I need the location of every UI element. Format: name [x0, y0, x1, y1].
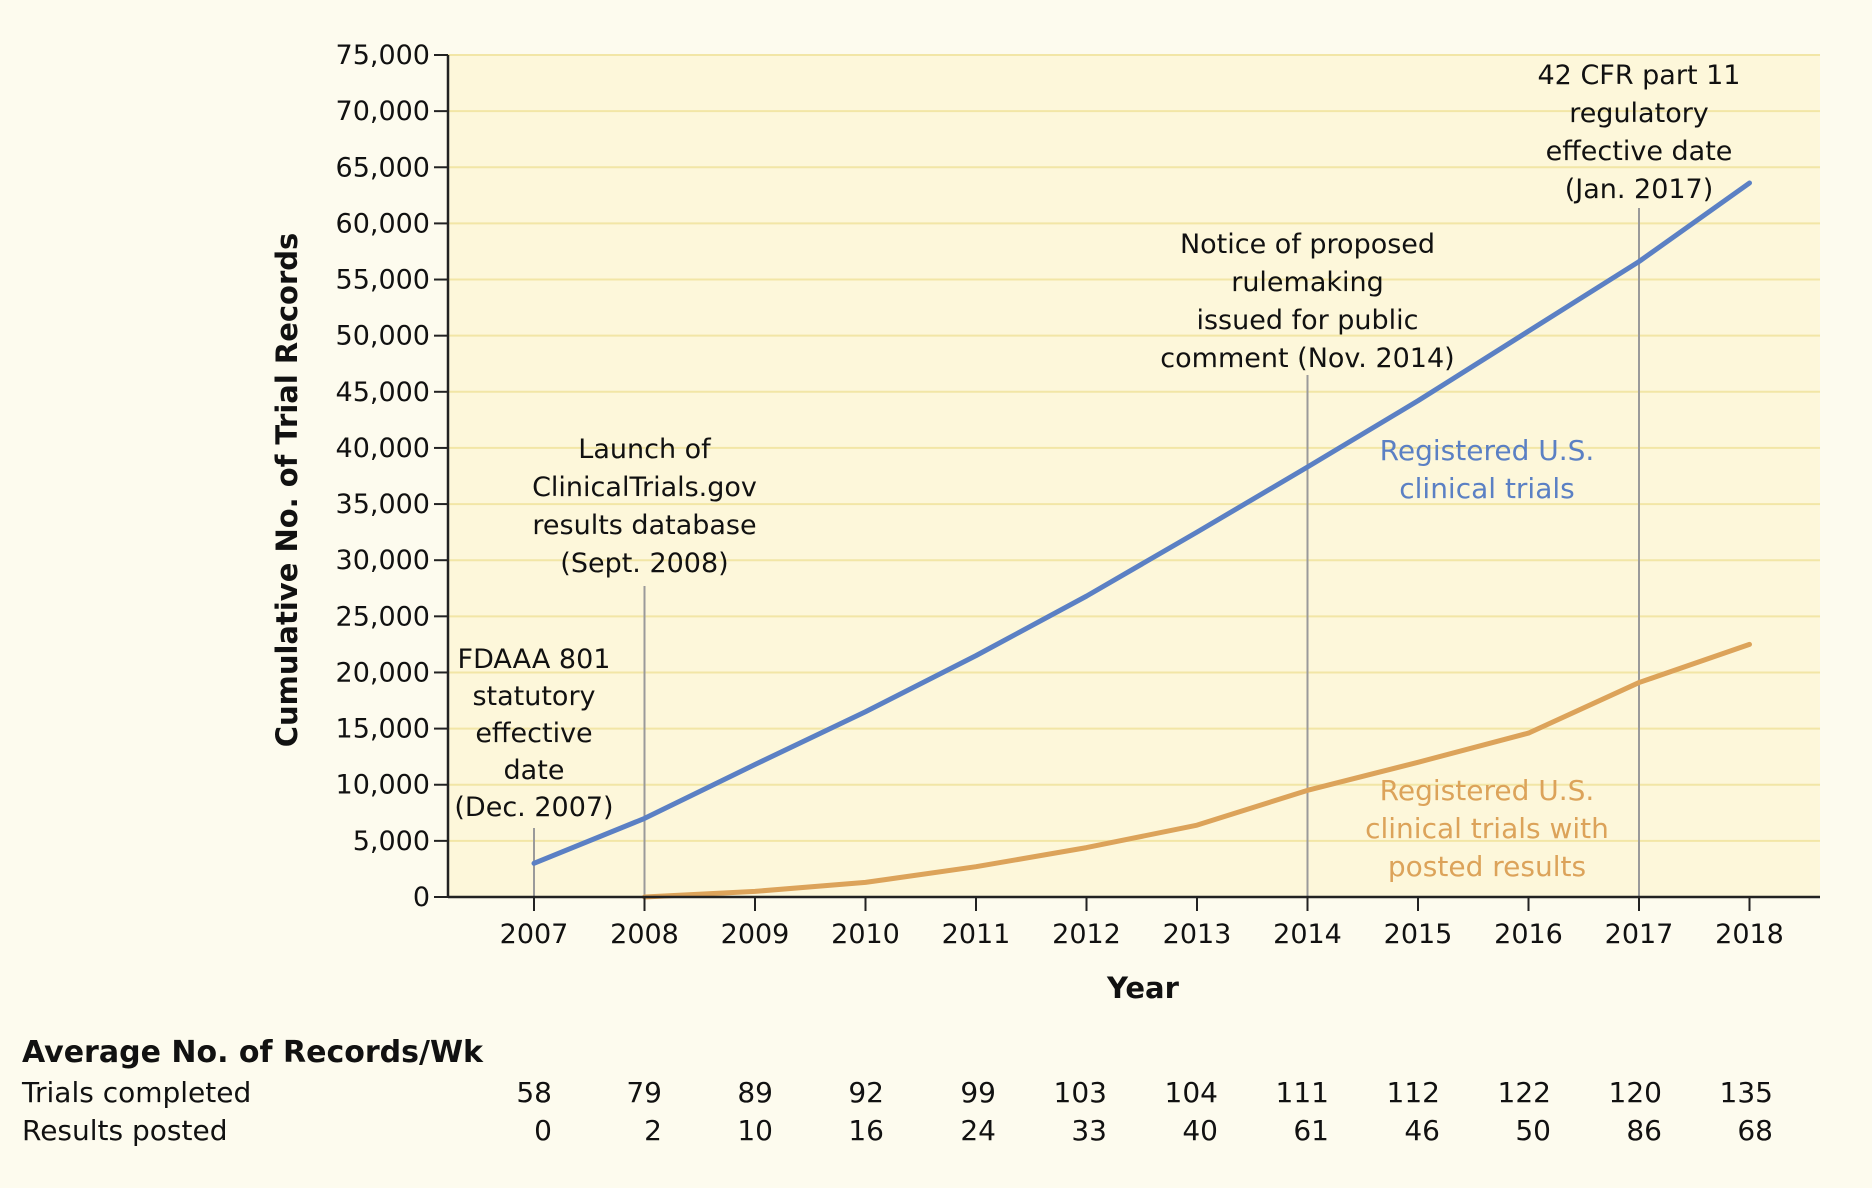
table-cell: 89 [737, 1076, 773, 1109]
y-tick-label: 75,000 [336, 40, 430, 71]
table-cell: 58 [516, 1076, 552, 1109]
annotation-text: 42 CFR part 11 regulatory effective date (J… [1538, 60, 1741, 205]
y-tick-label: 10,000 [336, 770, 430, 801]
y-tick-label: 35,000 [336, 489, 430, 520]
table-cell: 104 [1165, 1076, 1218, 1109]
table-cell: 103 [1054, 1076, 1107, 1109]
plot-background [448, 55, 1820, 897]
table-cell: 79 [626, 1076, 662, 1109]
table-cell: 68 [1737, 1114, 1773, 1147]
table-title: Average No. of Records/Wk [22, 1035, 484, 1070]
series-labels: Registered U.S. clinical trialsRegistered… [1365, 434, 1609, 883]
annotation-text: Notice of proposed rulemaking issued for p… [1160, 229, 1454, 374]
annotation-line-text: date [504, 755, 565, 786]
gridlines [448, 54, 1820, 842]
series-label-line: Registered U.S. [1380, 774, 1595, 807]
table-cell: 33 [1071, 1114, 1107, 1147]
series-label: Registered U.S. clinical trials with poste… [1365, 774, 1609, 883]
x-tick-label: 2014 [1273, 919, 1342, 950]
table-cell: 61 [1293, 1114, 1329, 1147]
x-tick-label: 2012 [1052, 919, 1121, 950]
table-cell: 99 [960, 1076, 996, 1109]
table-cell: 120 [1609, 1076, 1662, 1109]
series-label-line: posted results [1388, 850, 1586, 883]
table-cell: 46 [1404, 1114, 1440, 1147]
y-tick-label: 0 [413, 882, 430, 913]
y-tick-label: 65,000 [336, 152, 430, 183]
x-tick-label: 2011 [942, 919, 1011, 950]
x-tick-label: 2010 [831, 919, 900, 950]
series-label: Registered U.S. clinical trials [1380, 434, 1595, 505]
annotation-line-text: (Sept. 2008) [560, 548, 728, 579]
table-cell: 40 [1182, 1114, 1218, 1147]
x-tick-label: 2016 [1494, 919, 1563, 950]
annotations: FDAAA 801 statutory effective date (Dec. 200… [454, 60, 1740, 823]
annotation-text: Launch of ClinicalTrials.gov results datab… [532, 434, 757, 579]
annotation-line-text: Notice of proposed [1180, 229, 1435, 260]
table-cell: 112 [1387, 1076, 1440, 1109]
x-tick-label: 2015 [1384, 919, 1453, 950]
series-lines [531, 180, 1752, 900]
table-cell: 50 [1515, 1114, 1551, 1147]
annotation-line-text: comment (Nov. 2014) [1160, 343, 1454, 374]
table-cell: 24 [960, 1114, 996, 1147]
annotation-line-text: (Dec. 2007) [454, 792, 613, 823]
table-cell: 111 [1276, 1076, 1329, 1109]
x-tick-label: 2009 [721, 919, 790, 950]
annotation-line-text: FDAAA 801 [458, 644, 611, 675]
y-tick-label: 20,000 [336, 657, 430, 688]
y-tick-label: 15,000 [336, 714, 430, 745]
annotation-line-text: effective date [1546, 136, 1733, 167]
table-cell: 0 [534, 1114, 552, 1147]
table-cell: 86 [1626, 1114, 1662, 1147]
y-tick-label: 50,000 [336, 321, 430, 352]
y-tick-label: 30,000 [336, 545, 430, 576]
table-cell: 135 [1720, 1076, 1773, 1109]
y-tick-label: 5,000 [353, 826, 430, 857]
series-label-line: clinical trials with [1365, 812, 1609, 845]
annotation-line-text: results database [532, 510, 756, 541]
records-per-week-table: Average No. of Records/Wk Trials complet… [21, 1035, 1773, 1147]
y-tick-label: 70,000 [336, 96, 430, 127]
table-cell: 92 [848, 1076, 884, 1109]
axes: 0 5,000 10,000 15,000 20,000 25,000 30,000 35,0… [336, 40, 1820, 950]
table-cell: 16 [848, 1114, 884, 1147]
annotation-line-text: (Jan. 2017) [1565, 174, 1714, 205]
x-tick-label: 2013 [1163, 919, 1232, 950]
annotation-line-text: effective [475, 718, 592, 749]
y-tick-label: 45,000 [336, 377, 430, 408]
annotation-line-text: issued for public [1196, 305, 1418, 336]
annotation-line-text: ClinicalTrials.gov [532, 472, 757, 503]
table-cell: 2 [644, 1114, 662, 1147]
y-axis-title: Cumulative No. of Trial Records [270, 233, 304, 748]
series-line [531, 180, 1752, 866]
series-label-line: Registered U.S. [1380, 434, 1595, 467]
annotation-line-text: Launch of [578, 434, 712, 465]
annotation-lines [533, 208, 1640, 897]
x-tick-label: 2008 [610, 919, 679, 950]
annotation-line-text: statutory [472, 681, 595, 712]
table-cell: 10 [737, 1114, 773, 1147]
y-tick-label: 60,000 [336, 208, 430, 239]
table-row-label: Trials completed [21, 1076, 251, 1109]
y-tick-label: 40,000 [336, 433, 430, 464]
table-row-label: Results posted [22, 1114, 227, 1147]
x-tick-label: 2017 [1605, 919, 1674, 950]
x-tick-label: 2007 [500, 919, 569, 950]
series-label-line: clinical trials [1399, 472, 1575, 505]
annotation-line-text: rulemaking [1231, 267, 1384, 298]
annotation-text: FDAAA 801 statutory effective date (Dec. 200… [454, 644, 613, 823]
y-tick-label: 55,000 [336, 265, 430, 296]
x-axis-title: Year [1106, 971, 1180, 1005]
y-tick-label: 25,000 [336, 601, 430, 632]
annotation-line-text: 42 CFR part 11 [1538, 60, 1741, 91]
annotation-line-text: regulatory [1569, 98, 1709, 129]
table-cell: 122 [1498, 1076, 1551, 1109]
x-tick-label: 2018 [1715, 919, 1784, 950]
